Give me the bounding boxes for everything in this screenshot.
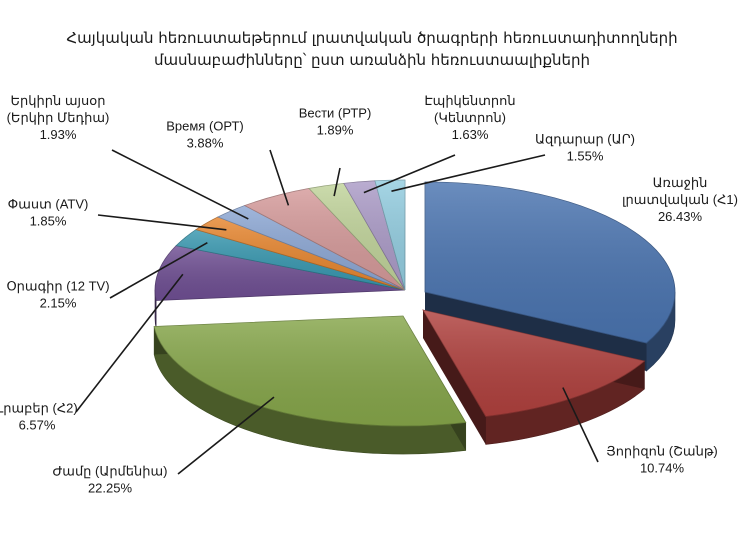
slice-highlight xyxy=(217,205,405,290)
slice-label: Փաստ (ATV) 1.85% xyxy=(8,197,89,229)
slice-name-label: Ժամը (Արմենիա) xyxy=(52,464,167,479)
slice-name-label: Вести (РТР) xyxy=(299,106,372,121)
slice-highlight xyxy=(154,316,466,426)
slice-name-label: Ազդարար (ԱՐ) xyxy=(535,132,635,147)
leader-line xyxy=(75,273,184,413)
slice-name-label: Время (ОРТ) xyxy=(166,119,244,134)
slice-value-label: 6.57% xyxy=(19,418,56,433)
slice-label: Օրագիր (12 TV) 2.15% xyxy=(6,279,109,311)
slice-label: Յորիզոն (Շանթ) 10.74% xyxy=(606,444,718,476)
leader-line xyxy=(363,154,456,194)
leader-line xyxy=(269,149,290,206)
slice-value-label: 1.85% xyxy=(30,214,67,229)
slice-name-label: Առաջին xyxy=(653,175,708,190)
leader-line xyxy=(391,154,546,192)
slice-name-label: (Կենտրոն) xyxy=(434,110,506,125)
slice-highlight xyxy=(309,183,405,290)
slice-name-label: Լրաբեր (Հ2) xyxy=(0,401,78,416)
slice-highlight xyxy=(244,188,405,290)
slice-name-label: լրատվական (Հ1) xyxy=(622,192,738,207)
slice-value-label: 26.43% xyxy=(658,209,703,224)
slice-name-label: Երկիրն այսօր xyxy=(11,93,106,108)
leader-line xyxy=(109,241,208,299)
slice-label: Ժամը (Արմենիա) 22.25% xyxy=(52,464,167,496)
pie-slices xyxy=(153,179,676,427)
slice-highlight xyxy=(154,245,405,301)
slice-name-label: Յորիզոն (Շանթ) xyxy=(606,444,718,459)
pie-slice xyxy=(374,179,406,291)
leader-line xyxy=(177,396,275,475)
chart-title-line: Հայկական հեռուստաեթերում լրատվական ծրագր… xyxy=(66,29,677,47)
slice-label: Էպիկենտրոն (Կենտրոն) 1.63% xyxy=(424,93,515,142)
slice-name-label: Էպիկենտրոն xyxy=(424,93,515,108)
slice-name-label: Փաստ (ATV) xyxy=(8,197,89,212)
slice-value-label: 1.55% xyxy=(567,149,604,164)
slice-labels: Առաջին լրատվական (Հ1) 26.43% Յորիզոն (Շանթ)… xyxy=(0,93,738,496)
slice-cut-face xyxy=(423,310,486,445)
leader-line xyxy=(562,387,599,463)
slice-label: Время (ОРТ) 3.88% xyxy=(166,119,244,151)
slice-name-label: (Երկիր Մեդիա) xyxy=(7,110,110,125)
chart-title: Հայկական հեռուստաեթերում լրատվական ծրագր… xyxy=(66,29,677,69)
slice-highlight xyxy=(374,180,405,290)
slice-label: Առաջին լրատվական (Հ1) 26.43% xyxy=(622,175,738,224)
leader-line xyxy=(333,167,341,197)
slice-value-label: 10.74% xyxy=(640,461,685,476)
leader-line xyxy=(97,214,227,231)
slice-value-label: 1.63% xyxy=(452,127,489,142)
slice-label: Երկիրն այսօր (Երկիր Մեդիա) 1.93% xyxy=(7,93,110,142)
slice-value-label: 3.88% xyxy=(187,136,224,151)
slice-label: Ազդարար (ԱՐ) 1.55% xyxy=(535,132,635,164)
slice-name-label: Օրագիր (12 TV) xyxy=(6,279,109,294)
pie-slice xyxy=(422,309,646,417)
chart-title-line: մասնաբաժինները՝ ըստ առանձին հեռուստաալիք… xyxy=(154,51,590,69)
slice-highlight xyxy=(176,229,405,290)
pie-slice xyxy=(153,315,467,427)
slice-highlight xyxy=(425,182,675,344)
slice-value-label: 1.89% xyxy=(317,123,354,138)
slice-highlight xyxy=(196,217,405,290)
pie-slice xyxy=(154,245,406,301)
slice-label: Լրաբեր (Հ2) 6.57% xyxy=(0,401,78,433)
slice-value-label: 1.93% xyxy=(40,127,77,142)
slice-value-label: 2.15% xyxy=(40,296,77,311)
slice-label: Вести (РТР) 1.89% xyxy=(299,106,372,138)
pie-slice xyxy=(424,181,676,344)
slice-value-label: 22.25% xyxy=(88,481,133,496)
slice-highlight xyxy=(343,180,405,290)
leader-line xyxy=(111,149,249,220)
leader-lines xyxy=(75,149,599,475)
slice-highlight xyxy=(423,310,645,417)
